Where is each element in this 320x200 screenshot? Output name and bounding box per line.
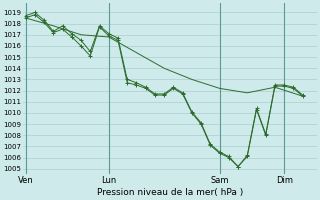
X-axis label: Pression niveau de la mer( hPa ): Pression niveau de la mer( hPa ) — [97, 188, 243, 197]
